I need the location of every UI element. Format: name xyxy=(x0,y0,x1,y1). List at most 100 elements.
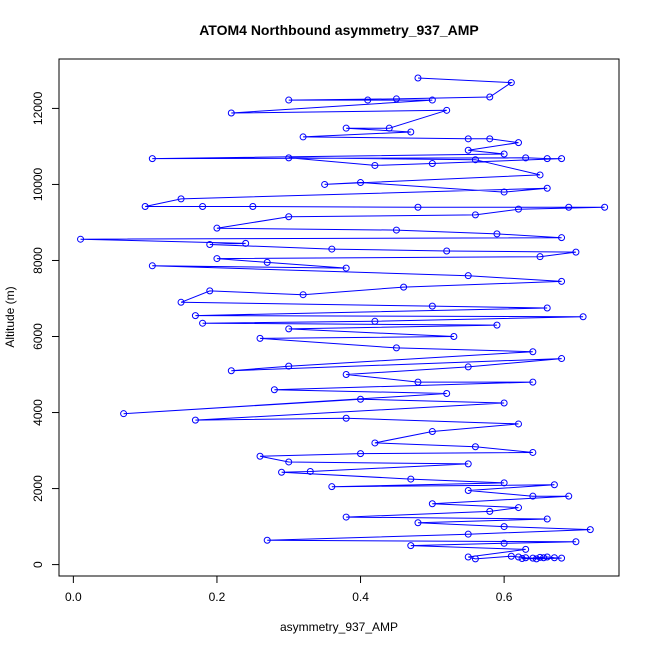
data-point xyxy=(450,333,458,341)
y-tick-label: 12000 xyxy=(31,91,45,125)
data-point xyxy=(371,161,379,169)
data-point xyxy=(148,262,156,270)
data-point xyxy=(364,96,372,104)
data-point xyxy=(371,439,379,447)
data-point xyxy=(357,179,365,187)
y-tick-label: 0 xyxy=(31,561,45,568)
y-tick-label: 6000 xyxy=(31,323,45,350)
data-point xyxy=(177,298,185,306)
data-point xyxy=(464,460,472,468)
data-point xyxy=(371,317,379,325)
data-point xyxy=(507,552,515,560)
x-tick-label: 0.2 xyxy=(209,590,226,604)
data-point xyxy=(285,362,293,370)
data-point xyxy=(550,481,558,489)
data-point xyxy=(227,109,235,117)
data-point xyxy=(342,371,350,379)
data-point xyxy=(550,554,558,562)
data-point xyxy=(565,492,573,500)
data-point xyxy=(270,386,278,394)
data-point xyxy=(199,319,207,327)
data-point xyxy=(532,555,540,563)
data-point xyxy=(400,283,408,291)
data-point xyxy=(206,287,214,295)
data-point xyxy=(392,95,400,103)
data-point xyxy=(342,513,350,521)
data-point xyxy=(507,79,515,87)
y-tick-label: 2000 xyxy=(31,475,45,502)
data-point xyxy=(493,230,501,238)
data-point xyxy=(514,139,522,147)
data-point xyxy=(558,554,566,562)
data-point xyxy=(543,184,551,192)
y-tick-label: 8000 xyxy=(31,247,45,274)
data-point xyxy=(141,202,149,210)
data-point xyxy=(306,467,314,475)
data-point xyxy=(558,355,566,363)
data-point xyxy=(191,416,199,424)
data-point xyxy=(249,202,257,210)
data-point xyxy=(464,486,472,494)
data-point xyxy=(342,414,350,422)
data-point xyxy=(328,245,336,253)
data-point xyxy=(572,538,580,546)
data-point xyxy=(543,304,551,312)
data-point xyxy=(464,272,472,280)
data-point xyxy=(414,74,422,82)
data-point xyxy=(565,203,573,211)
data-point xyxy=(529,378,537,386)
data-point xyxy=(285,458,293,466)
data-point xyxy=(392,344,400,352)
data-point xyxy=(572,248,580,256)
data-point xyxy=(522,554,530,562)
data-point xyxy=(558,155,566,163)
data-point xyxy=(543,155,551,163)
y-axis-label: Altitude (m) xyxy=(3,286,17,347)
data-point xyxy=(471,443,479,451)
data-point xyxy=(464,530,472,538)
data-point xyxy=(536,253,544,261)
data-point xyxy=(285,96,293,104)
data-point xyxy=(299,133,307,141)
data-point xyxy=(285,154,293,162)
data-point xyxy=(514,553,522,561)
data-point xyxy=(328,483,336,491)
data-point xyxy=(500,523,508,531)
x-tick-label: 0.6 xyxy=(496,590,513,604)
data-point xyxy=(357,450,365,458)
data-point xyxy=(500,399,508,407)
data-point xyxy=(486,135,494,143)
data-point xyxy=(213,224,221,232)
data-point xyxy=(414,378,422,386)
chart-title: ATOM4 Northbound asymmetry_937_AMP xyxy=(199,22,479,38)
data-point xyxy=(471,555,479,563)
data-point xyxy=(206,241,214,249)
data-point xyxy=(392,226,400,234)
data-point xyxy=(263,258,271,266)
data-point xyxy=(536,553,544,561)
data-point xyxy=(407,128,415,136)
data-point xyxy=(428,500,436,508)
series-layer xyxy=(77,74,609,563)
data-point xyxy=(428,302,436,310)
data-point xyxy=(428,428,436,436)
data-point xyxy=(148,155,156,163)
data-point xyxy=(536,171,544,179)
data-point xyxy=(558,234,566,242)
data-point xyxy=(601,203,609,211)
y-tick-label: 4000 xyxy=(31,399,45,426)
data-point xyxy=(177,195,185,203)
data-point xyxy=(77,235,85,243)
data-point xyxy=(529,348,537,356)
data-point xyxy=(529,492,537,500)
data-point xyxy=(529,448,537,456)
data-point xyxy=(493,321,501,329)
data-point xyxy=(543,553,551,561)
data-point xyxy=(443,390,451,398)
data-point xyxy=(514,205,522,213)
data-point xyxy=(464,553,472,561)
data-point xyxy=(414,519,422,527)
data-point xyxy=(558,277,566,285)
